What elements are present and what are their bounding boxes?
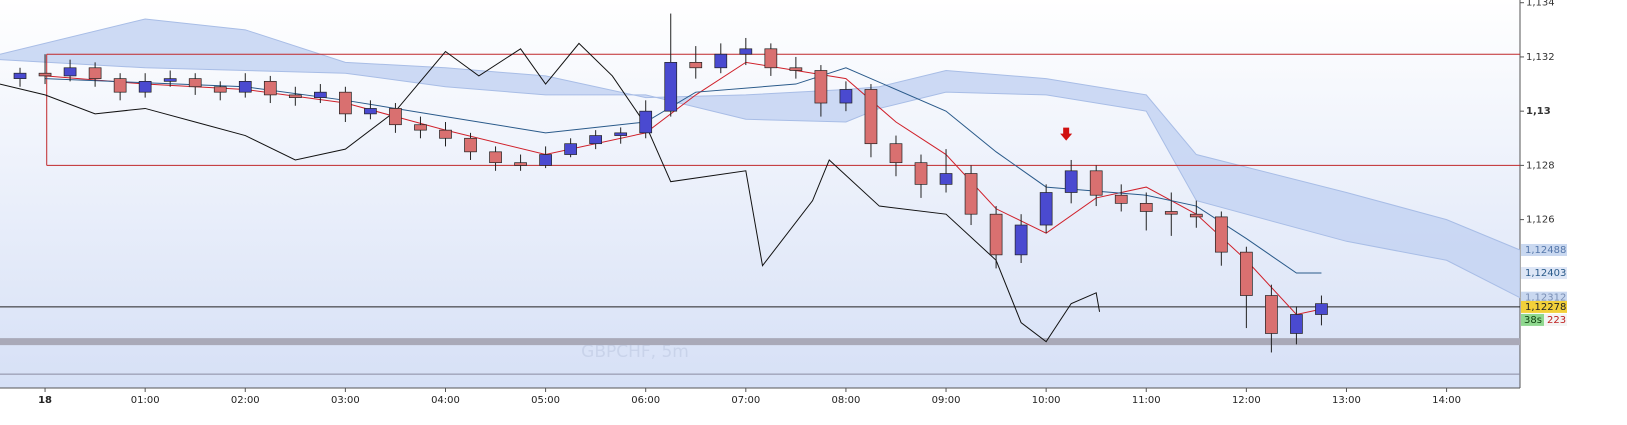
candle-body [889,143,903,164]
watermark: GBPCHF, 5m [581,342,689,362]
x-tick-label: 11:00 [1132,395,1161,406]
x-tick-label: 12:00 [1232,395,1261,406]
candle-body [689,62,703,69]
price-tag [1521,291,1567,304]
price-tag [1521,267,1567,280]
cloud-edge [0,59,1521,299]
candle-body [639,110,653,134]
candle-body [63,67,77,77]
price-tag-label: 1,12278 [1525,302,1566,313]
y-tick-label: 1,132 [1526,52,1555,63]
candle-body [263,80,277,96]
candle-body [213,86,227,93]
x-tick-label: 03:00 [331,395,360,406]
price-tag-label: 1,12312 [1525,293,1566,304]
candle-body [1214,216,1228,253]
price-tag [1521,243,1567,256]
timer-badge [1521,313,1544,326]
candle-body [789,67,803,71]
candle-body [714,53,728,69]
candle-body [864,89,878,145]
candle-body [188,78,202,88]
x-tick-label: 06:00 [631,395,660,406]
candle-body [464,137,477,153]
candle-body [1315,303,1328,315]
x-tick-label: 08:00 [832,395,861,406]
candle-body [539,154,552,166]
candle-body [914,162,928,185]
x-tick-label: 14:00 [1432,395,1461,406]
candle-body [1265,295,1278,334]
candle-body [314,91,327,98]
candle-body [389,108,402,126]
x-tick-label: 13:00 [1332,395,1361,406]
candle-body [1139,202,1153,212]
candle-body [964,173,978,215]
cloud-fill [0,18,1520,298]
x-tick-label: 09:00 [932,395,961,406]
spread-badge [1544,313,1567,326]
candle-body [113,78,127,93]
signal-arrow [1060,127,1073,141]
candle-body [1114,194,1128,204]
candle-body [1039,192,1053,226]
candle-body [589,135,603,145]
indicator-line [45,67,1322,274]
candle-body [814,70,828,104]
candle-body [514,162,527,166]
x-tick-label: 07:00 [731,395,760,406]
x-tick-label: 04:00 [431,395,460,406]
candle-body [739,48,753,55]
candle-body [288,94,302,98]
x-tick-label: 18 [38,395,52,406]
candle-body [414,124,427,131]
y-tick-label: 1,134 [1526,0,1555,9]
candle-body [1189,213,1203,218]
candle-body [339,91,352,115]
candle-body [764,48,778,69]
candle-body [839,89,853,104]
price-tag-label: 1,12403 [1525,268,1566,279]
x-tick-label: 10:00 [1032,395,1061,406]
candle-body [1014,224,1028,256]
spread-text: 223 [1547,315,1566,326]
indicator-line [0,42,1101,343]
candle-body [88,67,102,79]
candle-body [238,80,252,93]
y-tick-label: 1,128 [1526,160,1555,171]
price-tag-label: 1,12488 [1525,245,1566,256]
candle-body [1290,314,1303,334]
candle-body [138,80,152,93]
x-tick-label: 05:00 [531,395,560,406]
candle-body [13,72,27,79]
candle-body [163,78,177,82]
candle-body [939,173,953,185]
candle-body [38,72,52,77]
candle-body [1089,170,1103,196]
candle-body [364,108,377,115]
candle-body [614,132,628,136]
price-tag [1521,300,1567,313]
candle-body [439,129,452,139]
candle-body [1064,170,1078,193]
x-tick-label: 02:00 [231,395,260,406]
timer-text: 38s [1524,315,1542,326]
y-tick-label: 1,126 [1526,215,1555,226]
y-tick-label: 1,13 [1526,106,1551,117]
candle-body [564,143,577,155]
candle-body [989,213,1003,256]
candle-body [1164,211,1178,215]
candle-body [489,151,502,164]
candle-body [664,62,678,112]
candle-body [1240,251,1253,296]
x-tick-label: 01:00 [131,395,160,406]
